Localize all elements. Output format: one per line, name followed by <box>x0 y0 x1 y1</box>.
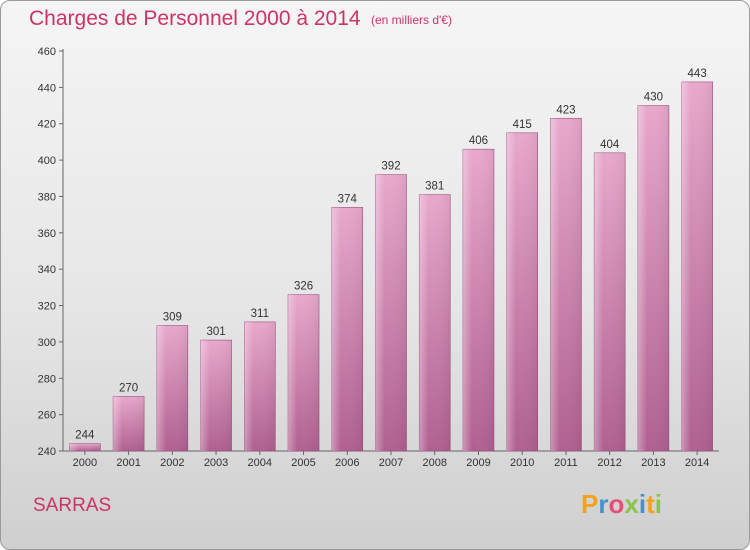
value-label: 301 <box>206 326 225 338</box>
bar-highlight <box>681 81 713 451</box>
bar-highlight <box>375 174 407 452</box>
value-label: 404 <box>600 139 620 151</box>
y-tick-label: 460 <box>38 46 56 58</box>
logo-letter: i <box>638 489 647 519</box>
x-tick-label: 2010 <box>510 457 534 469</box>
logo-letter: o <box>608 489 625 519</box>
bar-highlight <box>156 325 188 451</box>
logo-letter: r <box>598 489 609 519</box>
y-tick-label: 280 <box>38 373 56 385</box>
y-tick-label: 300 <box>38 337 56 349</box>
bar-highlight <box>637 105 669 451</box>
logo-letter: t <box>646 489 655 519</box>
value-label: 406 <box>469 135 488 147</box>
bar-highlight <box>200 340 232 451</box>
x-tick-label: 2011 <box>554 457 578 469</box>
value-label: 311 <box>251 308 269 320</box>
bar-highlight <box>331 207 363 451</box>
town-name: SARRAS <box>33 495 112 516</box>
value-label: 381 <box>425 181 444 193</box>
bar-highlight <box>506 132 538 451</box>
value-label: 326 <box>294 281 313 293</box>
y-tick-label: 340 <box>38 264 56 276</box>
bar-highlight <box>288 294 320 451</box>
bar-highlight <box>462 149 494 451</box>
logo-letter: x <box>624 489 639 519</box>
y-tick-label: 440 <box>38 82 56 94</box>
y-tick-label: 400 <box>38 155 56 167</box>
x-tick-label: 2012 <box>597 457 621 469</box>
value-labels: 244 2000 270 2001 309 2002 301 2003 311 2004 326 20… <box>73 68 710 469</box>
x-tick-label: 2001 <box>116 457 140 469</box>
proxiti-logo: Proxiti <box>581 489 662 520</box>
x-tick-label: 2000 <box>73 457 97 469</box>
y-tick-label: 420 <box>38 119 56 131</box>
chart-title: Charges de Personnel 2000 à 2014 <box>29 7 361 30</box>
x-tick-label: 2003 <box>204 457 228 469</box>
value-label: 374 <box>338 193 358 205</box>
chart-subtitle: (en milliers d'€) <box>371 13 452 27</box>
x-tick-label: 2014 <box>685 457 709 469</box>
value-label: 415 <box>513 119 532 131</box>
logo-letter: i <box>654 489 662 519</box>
x-tick-label: 2004 <box>248 457 272 469</box>
value-label: 270 <box>119 382 138 394</box>
value-label: 309 <box>163 312 182 324</box>
value-label: 443 <box>688 68 707 80</box>
value-label: 430 <box>644 92 663 104</box>
y-tick-label: 240 <box>38 446 56 458</box>
x-tick-label: 2005 <box>291 457 315 469</box>
bar-highlight <box>69 443 101 451</box>
bar-highlight <box>244 321 276 451</box>
x-tick-label: 2002 <box>160 457 184 469</box>
value-label: 392 <box>381 161 400 173</box>
y-tick-label: 260 <box>38 410 56 422</box>
x-tick-label: 2008 <box>422 457 446 469</box>
value-label: 423 <box>556 104 575 116</box>
bar-highlight <box>419 194 451 452</box>
logo-letter: P <box>581 489 599 519</box>
x-tick-label: 2009 <box>466 457 490 469</box>
bar-highlight <box>550 118 582 451</box>
bars <box>69 81 713 452</box>
value-label: 244 <box>75 430 95 442</box>
y-tick-label: 360 <box>38 228 56 240</box>
y-tick-label: 320 <box>38 301 56 313</box>
bar-highlight <box>113 396 145 451</box>
x-tick-label: 2007 <box>379 457 403 469</box>
x-tick-label: 2006 <box>335 457 359 469</box>
y-tick-label: 380 <box>38 191 56 203</box>
x-tick-label: 2013 <box>641 457 665 469</box>
bar-highlight <box>594 152 626 451</box>
